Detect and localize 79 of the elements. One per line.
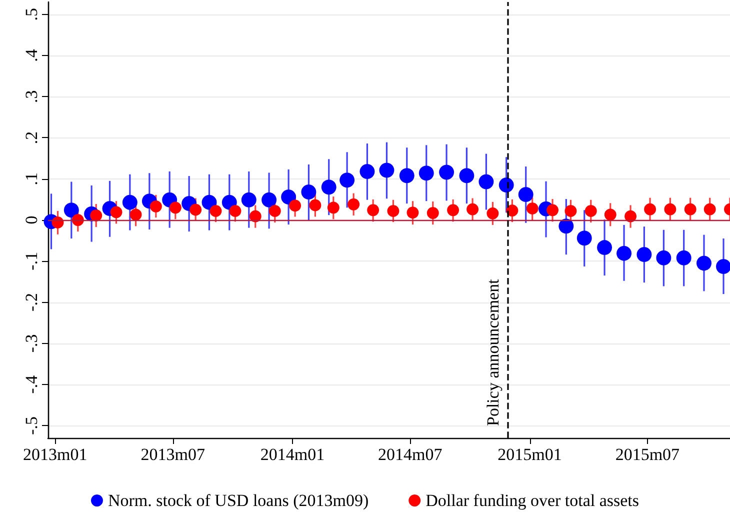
point (229, 204, 242, 217)
point (576, 230, 592, 246)
y-tick-label: -.4 (22, 374, 41, 394)
y-tick-label: .1 (22, 172, 41, 186)
point (387, 204, 400, 217)
point (169, 202, 182, 214)
point (249, 210, 262, 222)
ref-line-label: Policy announcement (484, 278, 503, 426)
y-tick-label: .3 (22, 90, 41, 103)
y-tick-label: -.5 (22, 416, 41, 435)
point (498, 178, 514, 193)
point (281, 189, 296, 204)
point (447, 204, 460, 216)
point (518, 187, 534, 202)
x-tick-label: 2014m07 (378, 445, 443, 464)
point (399, 168, 414, 184)
point (340, 172, 355, 188)
point (130, 208, 142, 221)
y-tick-label: .2 (22, 131, 41, 144)
point (150, 200, 162, 212)
point (379, 162, 394, 178)
point (597, 240, 612, 256)
point (644, 203, 656, 216)
x-tick-label: 2015m07 (615, 445, 680, 464)
point (656, 250, 672, 266)
x-tick-label: 2015m01 (498, 445, 562, 464)
point (90, 209, 102, 222)
point (526, 202, 538, 214)
point (558, 218, 574, 234)
y-tick-label: .5 (22, 8, 41, 21)
point (664, 203, 676, 216)
x-tick-label: 2014m01 (260, 445, 325, 464)
point (486, 207, 499, 220)
point (110, 206, 122, 218)
y-tick-label: -.2 (22, 293, 41, 312)
point (289, 200, 302, 212)
point (321, 180, 336, 195)
point (367, 204, 380, 216)
point (64, 202, 79, 218)
point (716, 258, 730, 274)
point (210, 204, 222, 217)
point (426, 207, 439, 220)
point (684, 203, 696, 216)
point (202, 194, 217, 210)
point (636, 247, 652, 262)
point (604, 208, 616, 221)
point (676, 250, 692, 266)
point (327, 202, 340, 214)
point (439, 164, 454, 180)
y-tick-label: -.3 (22, 334, 41, 353)
x-tick-label: 2013m07 (140, 445, 206, 464)
y-tick-label: .4 (22, 48, 41, 62)
point (564, 204, 577, 217)
point (406, 206, 419, 219)
point (506, 204, 518, 217)
point (190, 204, 202, 216)
legend-label: Norm. stock of USD loans (2013m09) (108, 491, 369, 510)
point (301, 184, 316, 200)
point (122, 194, 138, 210)
point (241, 192, 256, 208)
y-tick-label: -.1 (22, 252, 41, 270)
point (466, 203, 479, 216)
point (360, 164, 375, 179)
point (546, 204, 559, 216)
point (704, 203, 716, 216)
point (624, 210, 637, 222)
point (418, 166, 434, 181)
point (459, 168, 474, 184)
point (696, 256, 712, 271)
point (348, 198, 360, 210)
point (262, 192, 277, 208)
legend-label: Dollar funding over total assets (426, 491, 640, 510)
point (616, 246, 632, 261)
y-tick-label: 0 (22, 216, 41, 224)
point (309, 199, 322, 212)
point (584, 204, 597, 217)
point (268, 204, 281, 217)
point (478, 174, 494, 190)
x-tick-label: 2013m01 (23, 445, 88, 464)
